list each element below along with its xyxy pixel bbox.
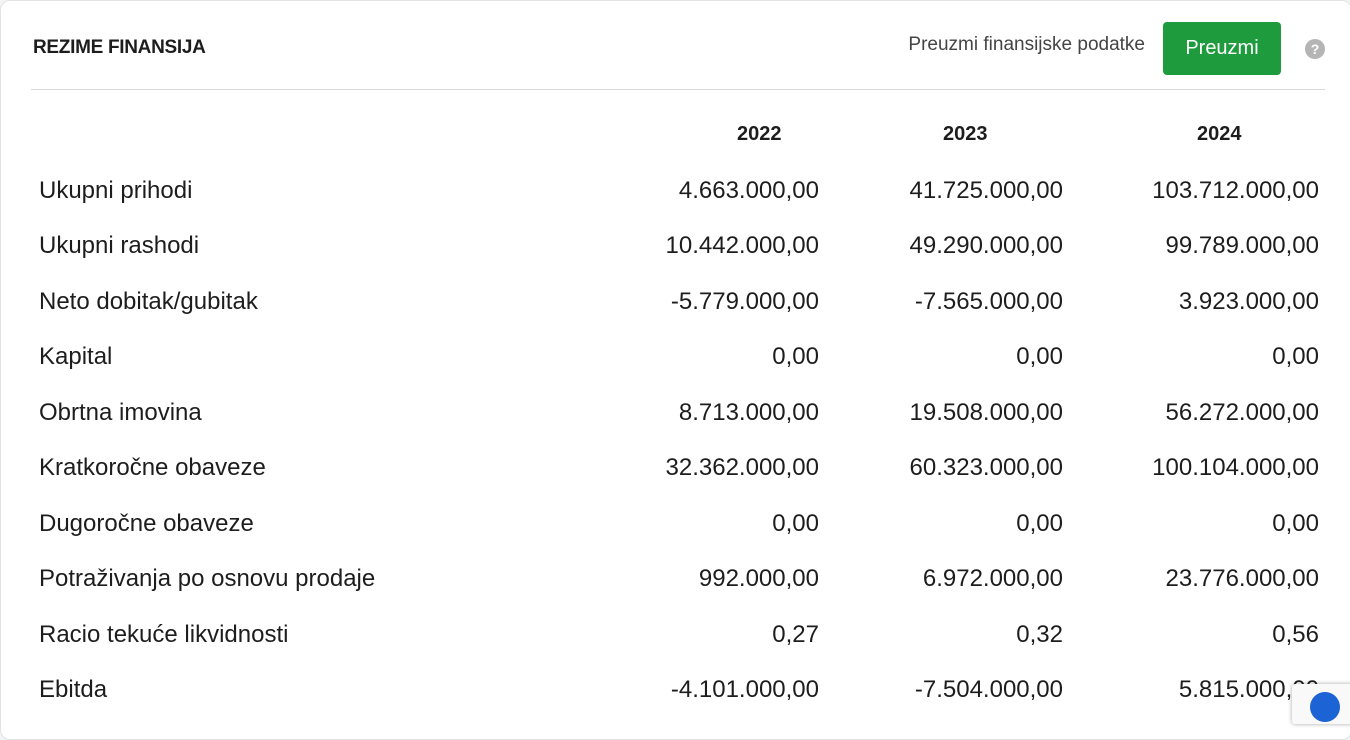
table-row: Kapital 0,00 0,00 0,00 bbox=[31, 330, 1323, 386]
value-cell-2023: 19.508.000,00 bbox=[909, 398, 1063, 426]
table-row: Neto dobitak/gubitak -5.779.000,00 -7.565.… bbox=[31, 274, 1323, 330]
table-row: Ukupni rashodi 10.442.000,00 49.290.000,00… bbox=[31, 219, 1323, 275]
value-cell-2024: 56.272.000,00 bbox=[1165, 398, 1319, 426]
value-cell-2023: 49.290.000,00 bbox=[909, 232, 1063, 260]
value-cell-2022: 4.663.000,00 bbox=[678, 176, 819, 204]
value-cell-2024: 0,56 bbox=[1272, 620, 1319, 648]
value-cell-2022: 10.442.000,00 bbox=[665, 232, 819, 260]
table-row: Ukupni prihodi 4.663.000,00 41.725.000,00 1… bbox=[31, 163, 1323, 219]
value-cell-2022: 992.000,00 bbox=[698, 565, 819, 593]
row-label: Ukupni rashodi bbox=[39, 232, 200, 260]
row-label: Obrtna imovina bbox=[39, 398, 202, 426]
value-cell-2024: 99.789.000,00 bbox=[1165, 232, 1319, 260]
year-header: 2024 bbox=[1197, 122, 1242, 145]
value-cell-2023: 6.972.000,00 bbox=[922, 565, 1063, 593]
value-cell-2022: -4.101.000,00 bbox=[670, 676, 819, 704]
row-label: Racio tekuće likvidnosti bbox=[39, 620, 289, 648]
row-label: Ebitda bbox=[39, 676, 108, 704]
recaptcha-icon bbox=[1310, 692, 1340, 722]
help-icon[interactable]: ? bbox=[1305, 39, 1325, 59]
row-label: Ukupni prihodi bbox=[39, 176, 193, 204]
table-row: Kratkoročne obaveze 32.362.000,00 60.323.0… bbox=[31, 441, 1323, 497]
value-cell-2023: 41.725.000,00 bbox=[909, 176, 1063, 204]
year-header: 2023 bbox=[943, 122, 988, 145]
value-cell-2024: 5.815.000,00 bbox=[1178, 676, 1319, 704]
value-cell-2022: 0,00 bbox=[772, 509, 819, 537]
value-cell-2022: 8.713.000,00 bbox=[678, 398, 819, 426]
row-label: Kapital bbox=[39, 343, 113, 371]
table-row: Ebitda -4.101.000,00 -7.504.000,00 5.815.00… bbox=[31, 663, 1323, 719]
table-row: Dugoročne obaveze 0,00 0,00 0,00 bbox=[31, 496, 1323, 552]
row-label: Dugoročne obaveze bbox=[39, 509, 254, 537]
value-cell-2023: 0,32 bbox=[1016, 620, 1063, 648]
header-label-cell bbox=[31, 105, 577, 163]
financial-table: 2022 2023 2024 Ukupni prihodi 4.663.000,0… bbox=[31, 105, 1323, 718]
table-row: Racio tekuće likvidnosti 0,27 0,32 0,56 bbox=[31, 607, 1323, 663]
value-cell-2024: 100.104.000,00 bbox=[1152, 454, 1319, 482]
value-cell-2024: 103.712.000,00 bbox=[1152, 176, 1319, 204]
row-label: Kratkoročne obaveze bbox=[39, 454, 266, 482]
value-cell-2022: -5.779.000,00 bbox=[670, 287, 819, 315]
value-cell-2024: 0,00 bbox=[1272, 343, 1319, 371]
value-cell-2024: 23.776.000,00 bbox=[1165, 565, 1319, 593]
row-label: Neto dobitak/gubitak bbox=[39, 287, 258, 315]
card-title: REZIME FINANSIJA bbox=[33, 37, 206, 58]
value-cell-2022: 0,27 bbox=[772, 620, 819, 648]
table-row: Potraživanja po osnovu prodaje 992.000,00… bbox=[31, 552, 1323, 608]
value-cell-2024: 3.923.000,00 bbox=[1178, 287, 1319, 315]
table-row: Obrtna imovina 8.713.000,00 19.508.000,00 5… bbox=[31, 385, 1323, 441]
value-cell-2024: 0,00 bbox=[1272, 509, 1319, 537]
download-label: Preuzmi finansijske podatke bbox=[908, 34, 1145, 55]
value-cell-2023: 0,00 bbox=[1016, 509, 1063, 537]
value-cell-2022: 0,00 bbox=[772, 343, 819, 371]
recaptcha-badge[interactable] bbox=[1292, 684, 1350, 724]
value-cell-2022: 32.362.000,00 bbox=[665, 454, 819, 482]
year-header: 2022 bbox=[737, 122, 782, 145]
value-cell-2023: -7.565.000,00 bbox=[914, 287, 1063, 315]
row-label: Potraživanja po osnovu prodaje bbox=[39, 565, 376, 593]
download-button[interactable]: Preuzmi bbox=[1163, 22, 1281, 75]
table-header-row: 2022 2023 2024 bbox=[31, 105, 1323, 163]
card-header: REZIME FINANSIJA Preuzmi finansijske pod… bbox=[31, 1, 1325, 90]
value-cell-2023: 60.323.000,00 bbox=[909, 454, 1063, 482]
value-cell-2023: 0,00 bbox=[1016, 343, 1063, 371]
value-cell-2023: -7.504.000,00 bbox=[914, 676, 1063, 704]
